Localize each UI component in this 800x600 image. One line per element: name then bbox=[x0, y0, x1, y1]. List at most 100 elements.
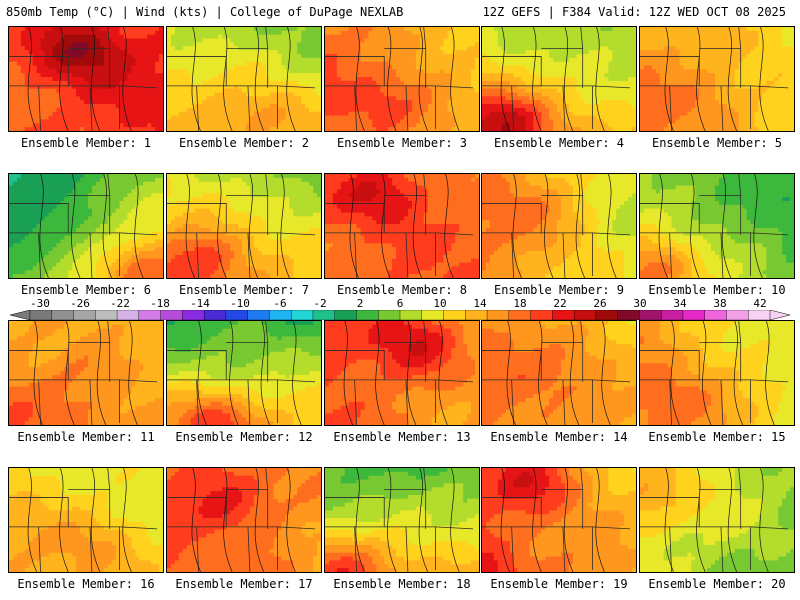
temperature-cell bbox=[533, 88, 538, 94]
temperature-cell bbox=[711, 69, 716, 74]
temperature-cell bbox=[754, 92, 760, 97]
temperature-cell bbox=[95, 65, 101, 70]
temperature-cell bbox=[364, 61, 370, 67]
temperature-cell bbox=[463, 92, 468, 97]
temperature-cell bbox=[159, 115, 163, 121]
temperature-cell bbox=[647, 69, 653, 74]
temperature-cell bbox=[281, 127, 287, 131]
temperature-cell bbox=[396, 119, 401, 124]
temperature-cell bbox=[56, 69, 61, 74]
temperature-cell bbox=[549, 111, 554, 117]
temperature-cell bbox=[36, 127, 42, 131]
temperature-cell bbox=[9, 104, 14, 109]
temperature-cell bbox=[257, 57, 263, 63]
temperature-cell bbox=[513, 73, 519, 78]
temperature-cell bbox=[297, 104, 302, 109]
temperature-cell bbox=[612, 61, 617, 67]
temperature-cell bbox=[509, 115, 515, 121]
temperature-cell bbox=[214, 77, 219, 82]
temperature-cell bbox=[12, 123, 18, 128]
temperature-cell bbox=[127, 77, 133, 82]
temperature-cell bbox=[774, 92, 779, 97]
temperature-cell bbox=[715, 96, 720, 101]
temperature-cell bbox=[348, 88, 354, 94]
temperature-cell bbox=[604, 92, 609, 97]
temperature-cell bbox=[427, 50, 433, 55]
temperature-cell bbox=[620, 88, 625, 94]
temperature-cell bbox=[159, 30, 163, 36]
temperature-cell bbox=[119, 30, 125, 36]
temperature-cell bbox=[521, 69, 527, 74]
temperature-cell bbox=[238, 77, 243, 82]
temperature-cell bbox=[659, 42, 665, 47]
temperature-cell bbox=[384, 27, 389, 32]
temperature-cell bbox=[675, 27, 681, 32]
temperature-cell bbox=[182, 73, 188, 78]
temperature-cell bbox=[715, 38, 720, 44]
temperature-cell bbox=[190, 96, 196, 101]
temperature-cell bbox=[198, 61, 204, 67]
temperature-cell bbox=[667, 69, 673, 74]
temperature-cell bbox=[407, 107, 413, 113]
temperature-cell bbox=[392, 69, 397, 74]
temperature-cell bbox=[576, 111, 582, 117]
temperature-cell bbox=[667, 57, 673, 63]
temperature-cell bbox=[427, 73, 433, 78]
temperature-cell bbox=[750, 30, 756, 36]
temperature-cell bbox=[541, 80, 546, 86]
temperature-cell bbox=[64, 57, 69, 63]
temperature-cell bbox=[758, 65, 764, 70]
temperature-cell bbox=[679, 73, 685, 78]
temperature-cell bbox=[557, 57, 562, 63]
temperature-cell bbox=[64, 111, 69, 117]
temperature-cell bbox=[592, 34, 598, 40]
member-caption: Ensemble Member: 1 bbox=[8, 136, 164, 150]
temperature-cell bbox=[513, 119, 519, 124]
temperature-cell bbox=[663, 46, 669, 51]
temperature-cell bbox=[537, 96, 542, 101]
temperature-cell bbox=[435, 104, 441, 109]
temperature-cell bbox=[147, 84, 152, 90]
temperature-cell bbox=[485, 84, 491, 90]
temperature-cell bbox=[608, 27, 613, 32]
temperature-cell bbox=[289, 27, 294, 32]
temperature-cell bbox=[750, 27, 756, 32]
temperature-cell bbox=[226, 42, 231, 47]
temperature-cell bbox=[545, 61, 550, 67]
temperature-cell bbox=[400, 69, 405, 74]
temperature-cell bbox=[482, 30, 487, 36]
temperature-cell bbox=[167, 104, 172, 109]
temperature-cell bbox=[167, 73, 172, 78]
temperature-cell bbox=[151, 77, 156, 82]
temperature-cell bbox=[99, 61, 105, 67]
temperature-cell bbox=[553, 88, 558, 94]
temperature-cell bbox=[459, 92, 464, 97]
temperature-cell bbox=[439, 96, 445, 101]
temperature-cell bbox=[667, 46, 673, 51]
temperature-cell bbox=[447, 53, 452, 59]
temperature-cell bbox=[628, 96, 633, 101]
temperature-cell bbox=[746, 27, 752, 32]
temperature-cell bbox=[111, 80, 117, 86]
temperature-cell bbox=[115, 100, 121, 105]
temperature-cell bbox=[726, 88, 732, 94]
temperature-cell bbox=[380, 34, 385, 40]
temperature-cell bbox=[336, 88, 342, 94]
temperature-cell bbox=[557, 119, 562, 124]
temperature-cell bbox=[624, 53, 629, 59]
temperature-cell bbox=[447, 92, 452, 97]
temperature-cell bbox=[56, 73, 61, 78]
temperature-cell bbox=[451, 119, 456, 124]
temperature-cell bbox=[242, 61, 247, 67]
temperature-cell bbox=[455, 42, 460, 47]
temperature-cell bbox=[435, 88, 441, 94]
temperature-cell bbox=[423, 115, 429, 121]
temperature-cell bbox=[443, 53, 449, 59]
temperature-cell bbox=[655, 27, 661, 32]
temperature-cell bbox=[388, 127, 393, 131]
temperature-cell bbox=[497, 107, 503, 113]
temperature-cell bbox=[344, 104, 350, 109]
temperature-cell bbox=[48, 100, 54, 105]
temperature-cell bbox=[151, 61, 156, 67]
temperature-cell bbox=[482, 27, 487, 32]
